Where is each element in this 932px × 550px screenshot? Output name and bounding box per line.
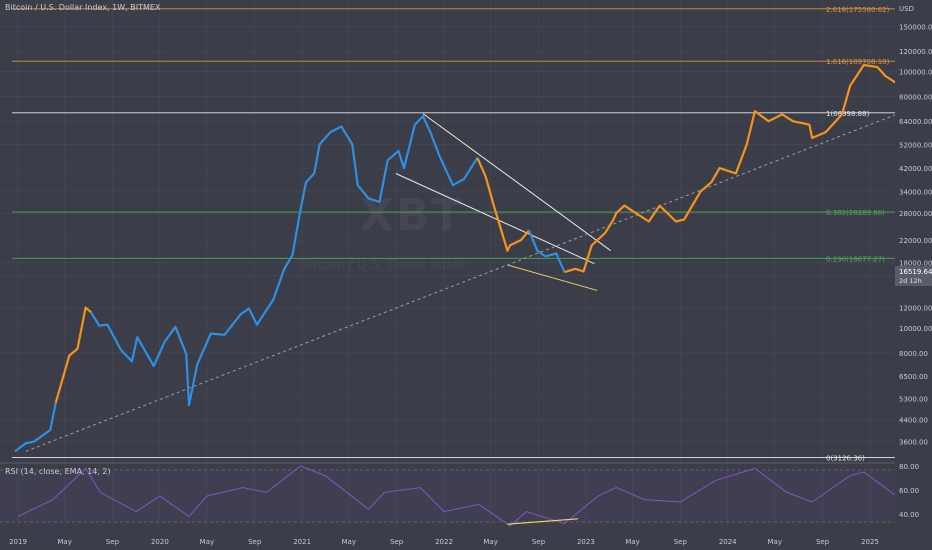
price-axis[interactable]: USD 3600.00 4400.00 5300.00 6500.00 8000.00 10… bbox=[895, 0, 932, 550]
y-tick-label: 120000.00 bbox=[899, 48, 932, 56]
y-tick-label: 52000.00 bbox=[899, 141, 932, 149]
trendline bbox=[395, 173, 595, 265]
x-tick-label: May bbox=[483, 538, 497, 546]
x-tick-label: May bbox=[625, 538, 639, 546]
fib-label: 0.236(18677.27) bbox=[826, 255, 885, 263]
chart-legend-title[interactable]: Bitcoin / U.S. Dollar Index, 1W, BITMEX bbox=[5, 3, 161, 12]
price-line bbox=[14, 402, 57, 453]
y-tick-label: 22000.00 bbox=[899, 237, 932, 245]
x-tick-label: Sep bbox=[532, 538, 546, 546]
x-tick-label: May bbox=[57, 538, 71, 546]
y-tick-label: 80000.00 bbox=[899, 93, 932, 101]
trendline bbox=[507, 264, 598, 291]
y-tick-label: 42000.00 bbox=[899, 165, 932, 173]
price-series bbox=[14, 63, 898, 453]
price-tag-value: 16519.64 bbox=[899, 268, 932, 276]
symbol-watermark: XBT bbox=[360, 190, 464, 241]
y-tick-label: 4400.00 bbox=[899, 416, 928, 424]
rsi-line bbox=[17, 465, 897, 527]
currency-label: USD bbox=[899, 5, 914, 13]
y-tick-label: 28000.00 bbox=[899, 210, 932, 218]
y-tick-label: 12000.00 bbox=[899, 305, 932, 313]
y-tick-label: 5300.00 bbox=[899, 396, 928, 404]
y-tick-label: 6500.00 bbox=[899, 373, 928, 381]
y-tick-label: 8000.00 bbox=[899, 350, 928, 358]
rsi-band bbox=[0, 470, 895, 522]
fib-label: 1.618(109708.10) bbox=[826, 58, 890, 66]
x-tick-label: Sep bbox=[816, 538, 830, 546]
price-line bbox=[476, 157, 530, 252]
y-tick-label: 100000.00 bbox=[899, 68, 932, 76]
symbol-watermark-sub: Bitcoin / U.S. Dollar Index bbox=[300, 258, 466, 273]
fib-label: 2.618(175580.62) bbox=[826, 6, 890, 14]
fib-label: 0(3126.36) bbox=[826, 454, 865, 462]
rsi-tick-label: 60.00 bbox=[899, 487, 919, 495]
fib-label: 1(68998.88) bbox=[826, 110, 870, 118]
x-tick-label: 2019 bbox=[9, 538, 27, 546]
y-tick-label: 150000.00 bbox=[899, 23, 932, 31]
price-tag-countdown: 2d 12h bbox=[899, 277, 922, 285]
trendline bbox=[25, 113, 897, 452]
y-tick-label: 10000.00 bbox=[899, 325, 932, 333]
x-tick-label: 2025 bbox=[861, 538, 879, 546]
y-tick-label: 34000.00 bbox=[899, 189, 932, 197]
price-line bbox=[54, 306, 92, 404]
x-tick-label: 2020 bbox=[151, 538, 169, 546]
x-tick-label: Sep bbox=[674, 538, 688, 546]
x-tick-label: 2022 bbox=[435, 538, 453, 546]
y-tick-label: 18000.00 bbox=[899, 259, 932, 267]
x-tick-label: May bbox=[768, 538, 782, 546]
fib-label: 0.382(28289.66) bbox=[826, 209, 885, 217]
trendlines bbox=[25, 113, 897, 452]
x-tick-label: Sep bbox=[390, 538, 404, 546]
price-tag-bg bbox=[895, 266, 932, 287]
rsi-pane bbox=[0, 465, 897, 527]
rsi-tick-label: 80.00 bbox=[899, 463, 919, 471]
x-tick-label: 2021 bbox=[293, 538, 311, 546]
trendline bbox=[422, 113, 612, 252]
fib-levels: 2.618(175580.62) 1.618(109708.10) 1(68998.… bbox=[12, 6, 895, 462]
rsi-divergence-line bbox=[507, 518, 579, 525]
x-tick-label: 2023 bbox=[577, 538, 595, 546]
price-line bbox=[90, 115, 479, 407]
price-line bbox=[564, 63, 898, 274]
x-tick-label: 2024 bbox=[719, 538, 737, 546]
y-tick-label: 3600.00 bbox=[899, 439, 928, 447]
x-tick-label: May bbox=[200, 538, 214, 546]
x-tick-label: May bbox=[342, 538, 356, 546]
x-tick-label: Sep bbox=[106, 538, 120, 546]
time-axis[interactable]: 2019 May Sep 2020 May Sep 2021 May Sep 2022 May Sep… bbox=[9, 538, 879, 546]
x-tick-label: Sep bbox=[248, 538, 262, 546]
rsi-legend[interactable]: RSI (14, close, EMA, 14, 2) bbox=[5, 467, 111, 476]
price-line bbox=[528, 229, 566, 273]
rsi-tick-label: 40.00 bbox=[899, 511, 919, 519]
y-tick-label: 64000.00 bbox=[899, 118, 932, 126]
